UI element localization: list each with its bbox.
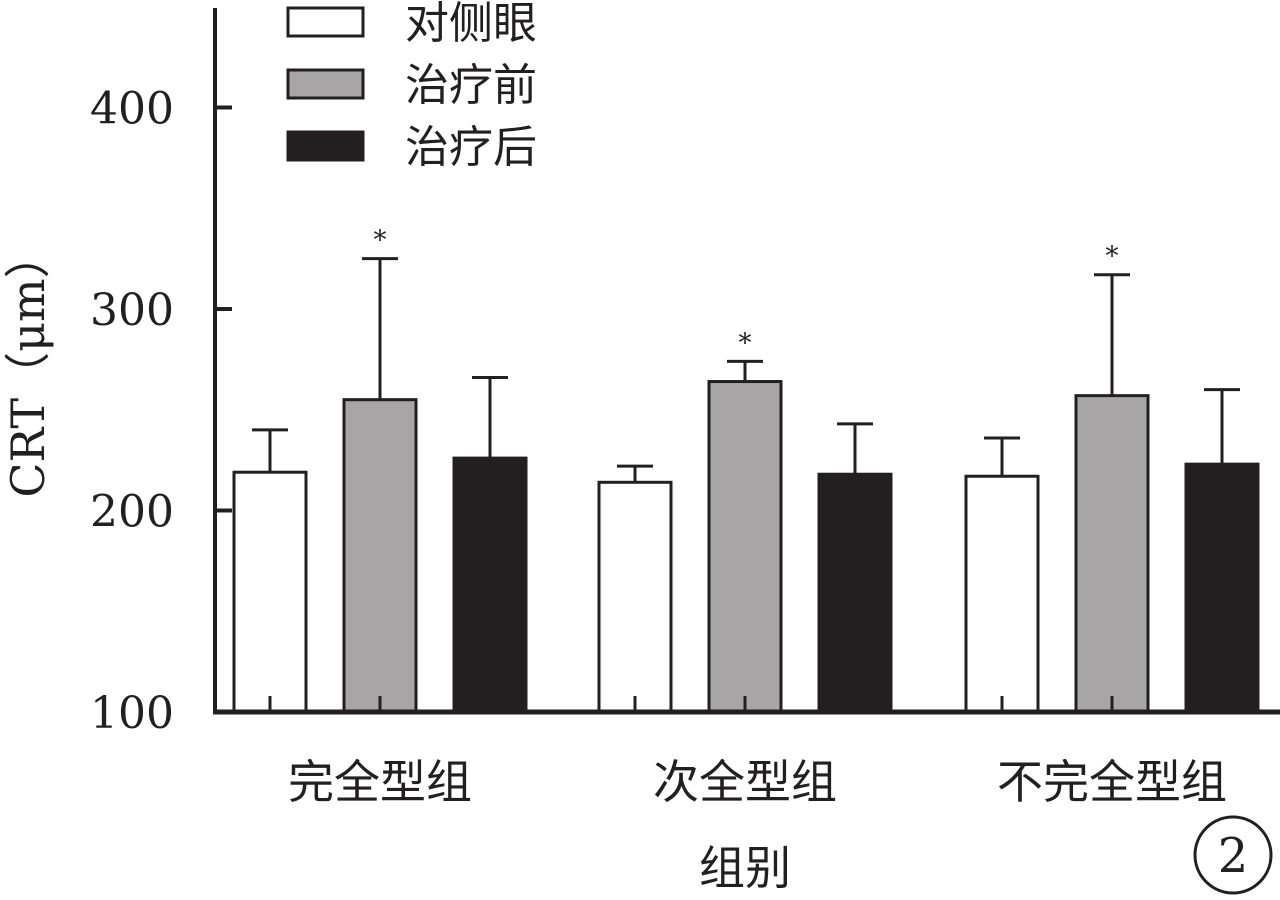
- bar: [707, 380, 783, 714]
- panel-label: 2: [1218, 828, 1249, 884]
- panel-label-badge: 2: [1193, 815, 1273, 895]
- bars-layer: * * *: [232, 226, 1260, 714]
- legend-swatch: [286, 6, 365, 38]
- y-tick-label: 200: [90, 487, 174, 538]
- y-tick-label: 400: [90, 84, 174, 135]
- bar: [1074, 394, 1150, 714]
- bar: [964, 474, 1040, 714]
- axes-layer: [213, 8, 1280, 715]
- panel-label-circle: [1193, 815, 1273, 895]
- y-tick-label: 300: [90, 285, 174, 336]
- bar: [232, 470, 308, 714]
- legend-swatch: [286, 68, 365, 100]
- bar: [597, 480, 673, 714]
- category-label: 次全型组: [653, 755, 837, 809]
- bar: [817, 472, 893, 714]
- category-label: 完全型组: [288, 755, 472, 809]
- x-axis-title: 组别: [699, 841, 791, 895]
- y-ticks: 100 200 300 400: [90, 84, 232, 739]
- bar: [342, 398, 418, 714]
- category-labels: 完全型组 次全型组 不完全型组: [288, 755, 1227, 809]
- bar: [452, 456, 528, 714]
- legend-label: 治疗后: [405, 122, 537, 173]
- bar: [1184, 462, 1260, 714]
- significance-mark: *: [739, 328, 752, 358]
- y-tick-label: 100: [90, 688, 174, 739]
- legend-label: 治疗前: [405, 60, 537, 111]
- legend-label: 对侧眼: [405, 0, 537, 49]
- y-axis-title: CRT（μm）: [1, 232, 55, 497]
- significance-mark: *: [374, 226, 387, 256]
- legend-swatch: [286, 130, 365, 162]
- category-label: 不完全型组: [997, 755, 1227, 809]
- significance-mark: *: [1106, 242, 1119, 272]
